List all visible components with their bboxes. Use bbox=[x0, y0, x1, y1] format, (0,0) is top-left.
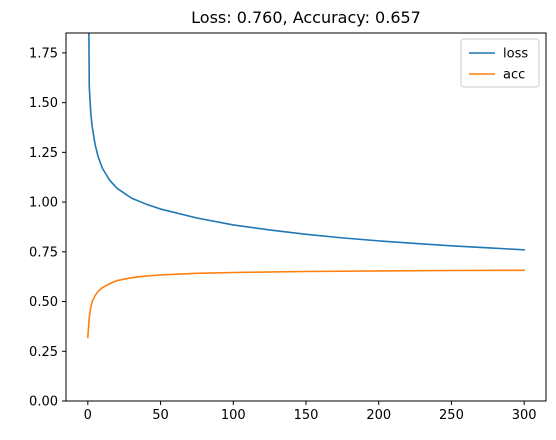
series-line-loss bbox=[88, 33, 526, 251]
x-tick-label: 0 bbox=[84, 408, 92, 423]
x-axis: 0 50 100 150 200 250 300 bbox=[84, 401, 537, 423]
x-tick-label: 250 bbox=[439, 408, 464, 423]
x-tick-label: 300 bbox=[512, 408, 537, 423]
y-tick-label: 0.25 bbox=[29, 345, 58, 360]
series-layer bbox=[86, 33, 526, 339]
x-tick-label: 50 bbox=[152, 408, 169, 423]
legend-label-loss: loss bbox=[503, 47, 528, 62]
legend-label-acc: acc bbox=[503, 68, 525, 83]
y-tick-label: 0.00 bbox=[29, 395, 58, 410]
y-tick-label: 1.25 bbox=[29, 146, 58, 161]
axes-frame bbox=[65, 32, 547, 402]
y-axis: 0.00 0.25 0.50 0.75 1.00 1.25 1.50 1.75 bbox=[29, 46, 66, 410]
x-tick-label: 200 bbox=[366, 408, 391, 423]
x-tick-label: 150 bbox=[294, 408, 319, 423]
y-tick-label: 1.00 bbox=[29, 196, 58, 211]
y-tick-label: 1.50 bbox=[29, 96, 58, 111]
chart-title: Loss: 0.760, Accuracy: 0.657 bbox=[191, 8, 421, 27]
y-tick-label: 0.50 bbox=[29, 295, 58, 310]
legend-box bbox=[460, 38, 540, 88]
x-tick-label: 100 bbox=[221, 408, 246, 423]
series-line-acc bbox=[86, 269, 525, 339]
y-tick-label: 1.75 bbox=[29, 46, 58, 61]
y-tick-label: 0.75 bbox=[29, 245, 58, 260]
legend: loss acc bbox=[460, 38, 540, 88]
